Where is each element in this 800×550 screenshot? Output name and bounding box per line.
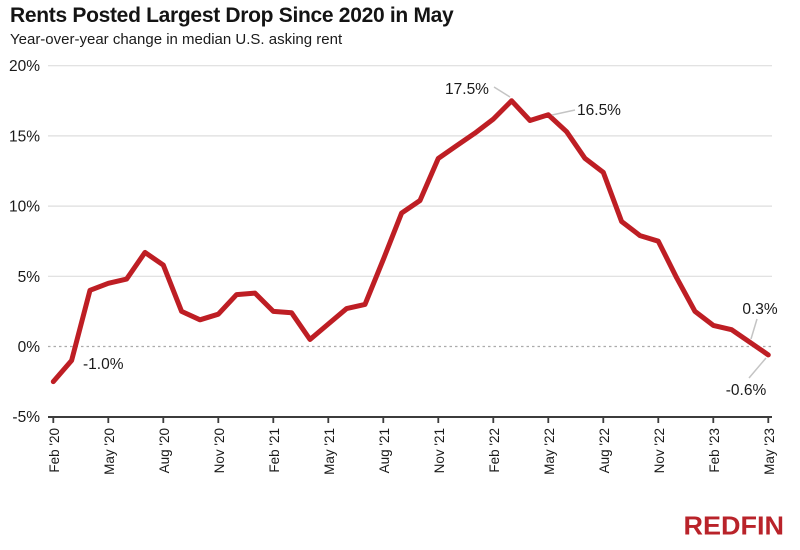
y-axis-label: 10% bbox=[9, 199, 40, 216]
annotation-leader-line bbox=[551, 109, 576, 116]
x-axis-label: May '22 bbox=[542, 428, 557, 475]
y-axis-label: 15% bbox=[9, 128, 40, 145]
annotation-label: 0.3% bbox=[742, 301, 778, 318]
x-axis-label: Feb '23 bbox=[707, 428, 722, 473]
x-axis-label: Aug '20 bbox=[157, 428, 172, 473]
redfin-logo: REDFIN bbox=[683, 511, 785, 541]
x-axis-label: Nov '22 bbox=[652, 428, 667, 473]
y-axis-label: 0% bbox=[18, 339, 41, 356]
x-axis-label: Feb '21 bbox=[267, 428, 282, 473]
chart-title: Rents Posted Largest Drop Since 2020 in … bbox=[10, 4, 454, 27]
x-axis-label: Aug '22 bbox=[597, 428, 612, 473]
x-axis-label: May '23 bbox=[762, 428, 777, 475]
annotation-label: -1.0% bbox=[83, 356, 124, 373]
annotation-label: 17.5% bbox=[445, 81, 489, 98]
chart-subtitle: Year-over-year change in median U.S. ask… bbox=[10, 31, 343, 48]
x-axis-label: May '20 bbox=[102, 428, 117, 475]
x-axis-label: Feb '20 bbox=[47, 428, 62, 473]
annotation-leader-line bbox=[748, 357, 767, 379]
annotation-leader-line bbox=[750, 318, 758, 340]
y-axis-label: -5% bbox=[12, 409, 40, 426]
annotation-leader-line bbox=[493, 86, 511, 98]
y-axis-label: 5% bbox=[18, 269, 41, 286]
x-axis-label: Feb '22 bbox=[487, 428, 502, 473]
x-axis-label: May '21 bbox=[322, 428, 337, 475]
x-axis-label: Nov '21 bbox=[432, 428, 447, 473]
annotation-label: -0.6% bbox=[726, 382, 767, 399]
x-axis-label: Aug '21 bbox=[377, 428, 392, 473]
y-axis-label: 20% bbox=[9, 58, 40, 75]
annotation-label: 16.5% bbox=[577, 102, 621, 119]
x-axis-label: Nov '20 bbox=[212, 428, 227, 473]
rent-yoy-line bbox=[50, 98, 771, 385]
